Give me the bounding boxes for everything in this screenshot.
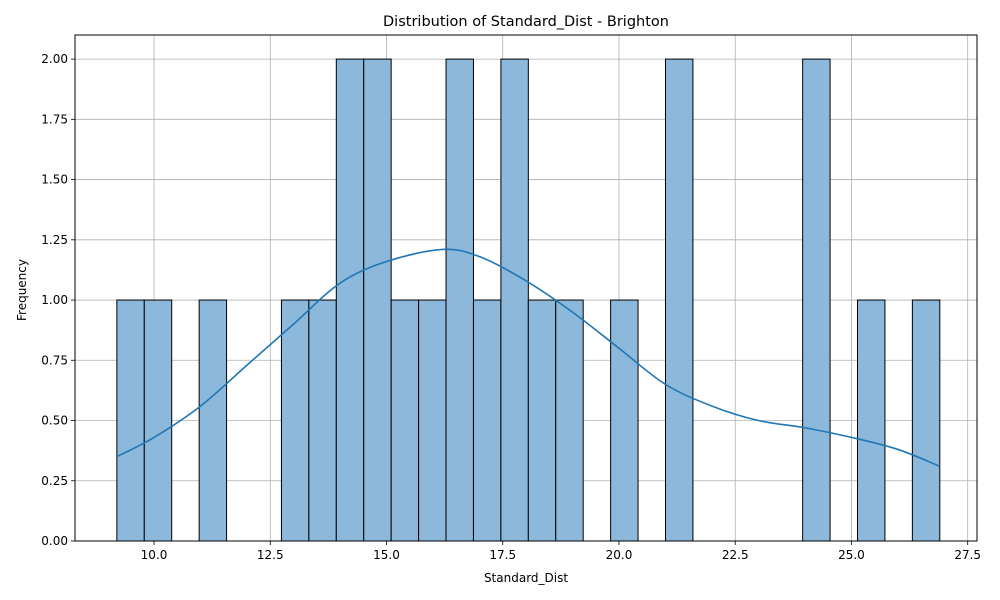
y-axis-label: Frequency (15, 259, 29, 321)
x-axis-ticks: 10.0 12.5 15.0 17.5 20.0 22.5 25.0 27.5 (141, 541, 981, 562)
axes-frame (74, 34, 978, 542)
x-tick-label: 25.0 (838, 548, 865, 562)
histogram-bar (418, 299, 447, 542)
x-tick-label: 12.5 (257, 548, 284, 562)
y-tick-label: 0.50 (41, 414, 68, 428)
histogram-bar (555, 299, 584, 542)
histogram-bar (198, 299, 228, 542)
y-tick-label: 1.25 (41, 233, 68, 247)
histogram-bar (472, 299, 502, 542)
histogram-bar (911, 299, 941, 542)
x-tick-label: 20.0 (606, 548, 633, 562)
y-tick-label: 0.75 (41, 353, 68, 367)
x-tick-label: 22.5 (722, 548, 749, 562)
y-axis-ticks: 0.00 0.25 0.50 0.75 1.00 1.25 1.50 1.75 2.00 (41, 52, 75, 548)
x-axis-label: Standard_Dist (484, 571, 568, 585)
histogram-bar (143, 299, 173, 542)
histogram-bar (308, 299, 337, 542)
y-tick-label: 0.25 (41, 474, 68, 488)
histogram-bar (857, 299, 886, 542)
histogram-bar (116, 299, 145, 542)
kde-curve-layer (116, 248, 941, 468)
histogram-bar (610, 299, 639, 542)
histogram-bar (664, 58, 694, 542)
histogram-bar (500, 58, 529, 542)
kde-curve (116, 248, 941, 468)
histogram-bar (335, 58, 365, 542)
histogram-bar (390, 299, 420, 542)
x-tick-label: 17.5 (489, 548, 516, 562)
histogram-bar (527, 299, 557, 542)
x-tick-label: 15.0 (373, 548, 400, 562)
x-tick-label: 10.0 (141, 548, 168, 562)
chart-title: Distribution of Standard_Dist - Brighton (383, 14, 669, 30)
histogram-bars (116, 58, 941, 542)
histogram-bar (280, 299, 310, 542)
y-tick-label: 1.50 (41, 173, 68, 187)
histogram-bar (445, 58, 474, 542)
y-tick-label: 2.00 (41, 52, 68, 66)
histogram-bar (363, 58, 392, 542)
x-tick-label: 27.5 (954, 548, 981, 562)
y-tick-label: 1.75 (41, 112, 68, 126)
y-tick-label: 1.00 (41, 293, 68, 307)
y-tick-label: 0.00 (41, 534, 68, 548)
histogram-bar (802, 58, 831, 542)
